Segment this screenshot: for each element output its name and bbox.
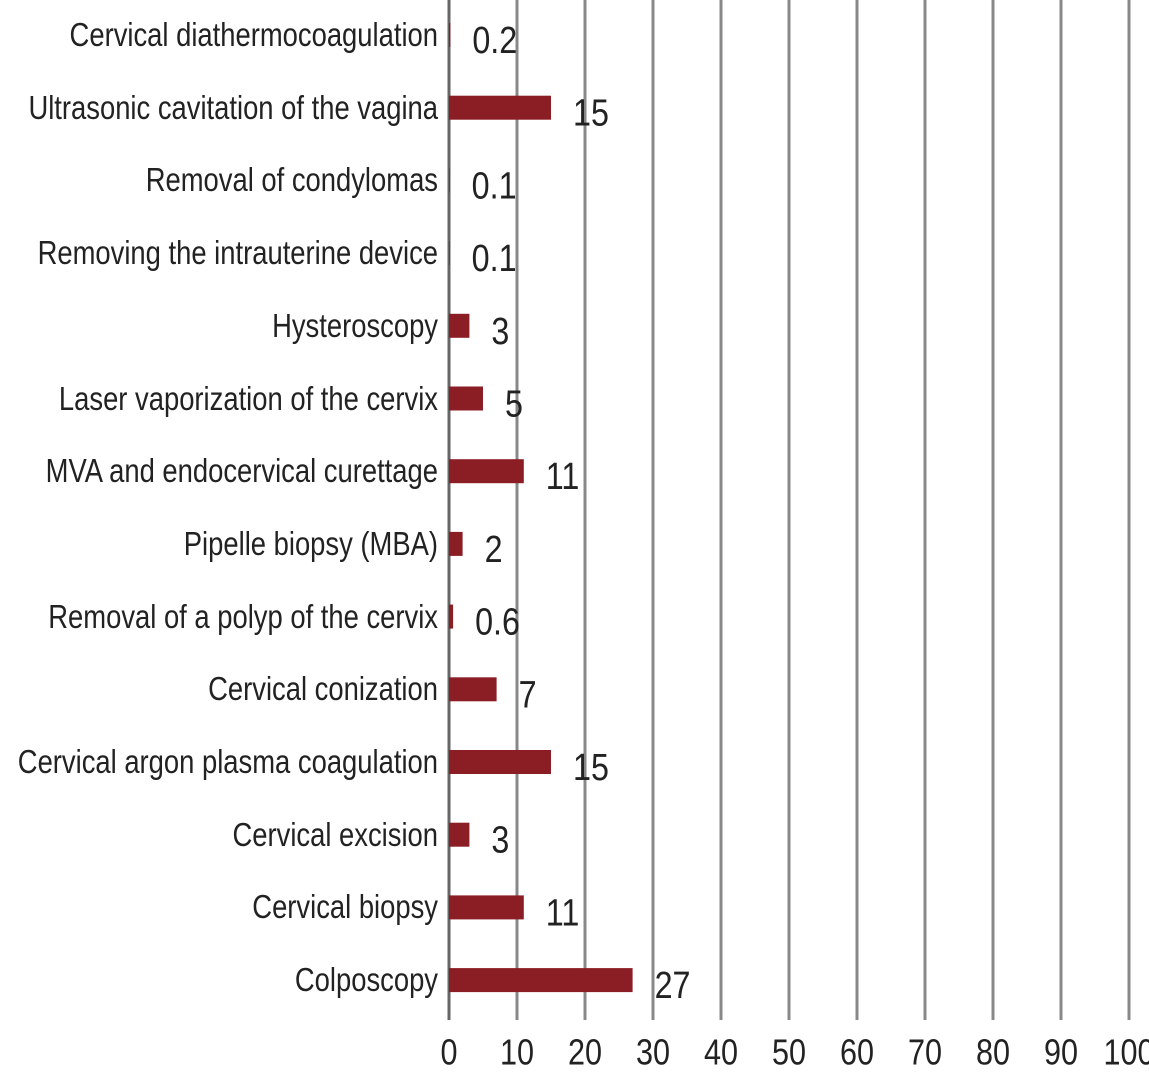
value-label: 0.6 xyxy=(475,601,520,643)
bar xyxy=(449,822,470,847)
bar xyxy=(449,313,470,338)
y-tick-label: Hysteroscopy xyxy=(272,306,438,344)
bar xyxy=(449,968,633,993)
y-tick-label: Cervical diathermocoagulation xyxy=(69,16,438,53)
bar xyxy=(449,531,463,556)
x-tick-label: 70 xyxy=(908,1033,942,1073)
value-label: 11 xyxy=(546,456,580,498)
bar xyxy=(449,241,450,266)
value-label: 0.2 xyxy=(472,20,517,62)
bar xyxy=(449,459,524,484)
x-tick-label: 60 xyxy=(840,1033,874,1073)
value-label: 2 xyxy=(485,529,503,571)
y-tick-label: Colposcopy xyxy=(294,961,438,999)
value-label: 7 xyxy=(519,674,537,716)
y-tick-label: Removal of condylomas xyxy=(145,161,438,199)
value-label: 3 xyxy=(491,310,509,352)
y-tick-label: Removing the intrauterine device xyxy=(37,234,438,272)
bar xyxy=(449,168,450,193)
y-tick-label: Cervical biopsy xyxy=(252,888,438,926)
y-tick-label: Cervical argon plasma coagulation xyxy=(17,743,438,780)
value-label: 0.1 xyxy=(472,165,517,207)
value-label: 27 xyxy=(655,965,691,1007)
x-tick-label: 80 xyxy=(976,1033,1010,1073)
x-tick-label: 90 xyxy=(1044,1033,1078,1073)
y-tick-label: Laser vaporization of the cervix xyxy=(58,379,438,417)
bar xyxy=(449,23,451,47)
y-tick-label: Removal of a polyp of the cervix xyxy=(48,597,438,635)
value-label: 0.1 xyxy=(472,238,517,280)
bar xyxy=(449,604,454,629)
x-tick-label: 50 xyxy=(772,1033,806,1073)
bar xyxy=(449,386,483,411)
value-label: 15 xyxy=(573,92,609,134)
bar xyxy=(449,95,551,120)
bar xyxy=(449,750,551,774)
bar xyxy=(449,677,497,702)
x-tick-label: 100 xyxy=(1103,1033,1149,1073)
value-label: 5 xyxy=(505,383,523,425)
y-tick-label: Cervical excision xyxy=(232,815,438,853)
x-tick-label: 10 xyxy=(500,1033,534,1073)
y-tick-label: Ultrasonic cavitation of the vagina xyxy=(28,88,438,126)
x-tick-label: 30 xyxy=(636,1033,670,1073)
value-label: 3 xyxy=(491,819,509,861)
x-tick-label: 20 xyxy=(568,1033,602,1073)
bar xyxy=(449,895,524,920)
y-tick-label: Pipelle biopsy (MBA) xyxy=(183,524,438,562)
value-label: 11 xyxy=(546,892,580,934)
y-tick-label: Cervical conization xyxy=(208,670,438,708)
y-tick-label: MVA and endocervical curettage xyxy=(45,452,438,490)
value-label: 15 xyxy=(573,747,609,789)
x-tick-label: 40 xyxy=(704,1033,738,1073)
x-tick-label: 0 xyxy=(440,1033,457,1073)
